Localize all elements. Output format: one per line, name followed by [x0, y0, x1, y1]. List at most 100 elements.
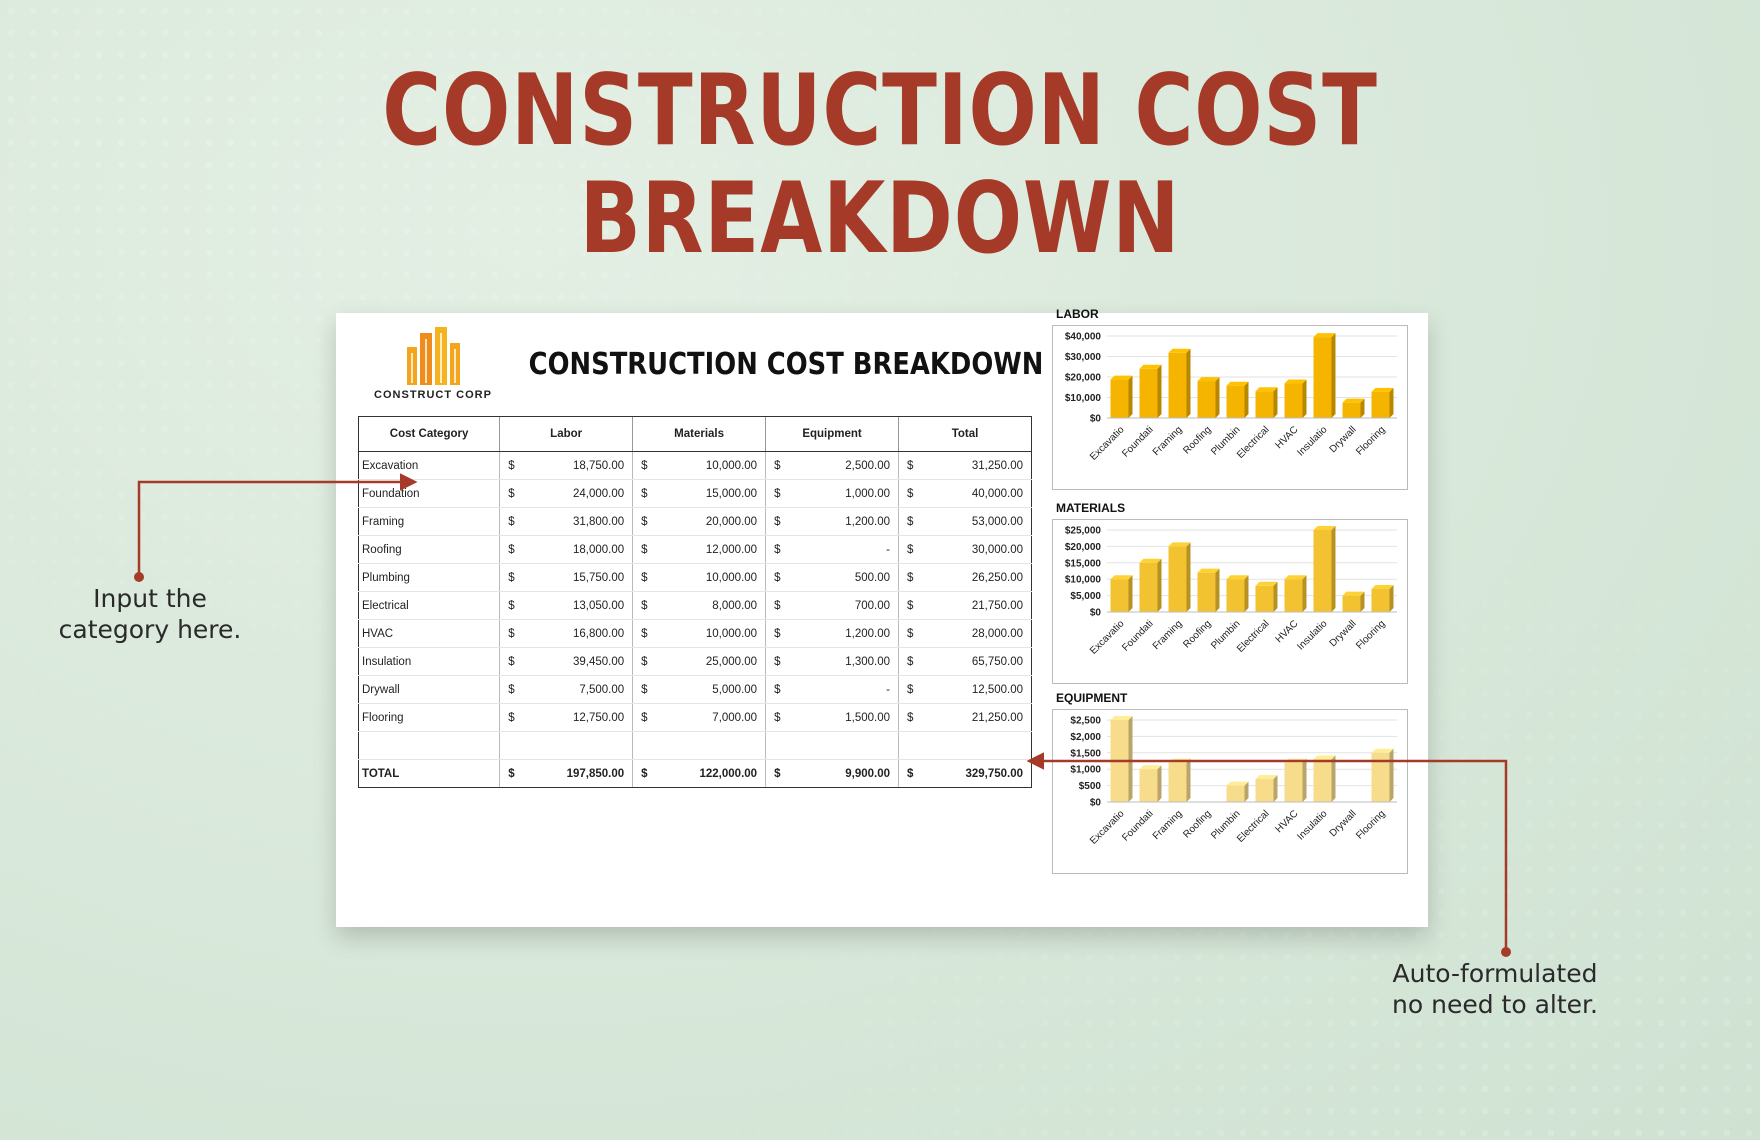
- materials-cell: 20,000.00: [653, 507, 766, 536]
- table-row: Plumbing $15,750.00 $10,000.00 $500.00 $26,2…: [357, 563, 1032, 592]
- materials-chart-block: MATERIALS $0 $5,000 $10,000 $15,000 $20,000 $…: [1052, 501, 1408, 684]
- table-row: Electrical $13,050.00 $8,000.00 $700.00 $21,…: [357, 591, 1032, 620]
- labor-cell: 7,500.00: [520, 675, 633, 704]
- currency-symbol: $: [765, 703, 787, 732]
- currency-symbol: $: [897, 451, 920, 480]
- currency-symbol: $: [897, 703, 920, 732]
- equipment-chart-block: EQUIPMENT $0 $500 $1,000 $1,500 $2,000 $2,500…: [1052, 691, 1408, 874]
- equipment-cell: 700.00: [786, 591, 899, 620]
- x-tick-label: HVAC: [1274, 808, 1301, 835]
- equipment-cell: 1,200.00: [786, 619, 899, 648]
- empty-cell: [520, 731, 633, 760]
- table-row: HVAC $16,800.00 $10,000.00 $1,200.00 $28,000…: [357, 619, 1032, 648]
- annotation-auto-formulated: Auto-formulated no need to alter.: [1370, 958, 1620, 1021]
- cost-category-cell: Excavation: [357, 451, 500, 480]
- materials-cell: 12,000.00: [653, 535, 766, 564]
- bar: [1284, 575, 1307, 612]
- x-tick-label: HVAC: [1274, 618, 1301, 645]
- bar: [1226, 781, 1249, 802]
- x-tick-label: Roofing: [1181, 424, 1213, 456]
- x-tick-label: Framing: [1151, 618, 1185, 652]
- x-tick-label: Excavatio: [1088, 808, 1127, 847]
- currency-symbol: $: [499, 647, 521, 676]
- cost-category-cell: Drywall: [357, 675, 500, 704]
- labor-cell: 24,000.00: [520, 479, 633, 508]
- currency-symbol: $: [499, 451, 521, 480]
- chart-title: EQUIPMENT: [1056, 691, 1128, 705]
- header-labor: Labor: [499, 416, 633, 452]
- header-materials: Materials: [632, 416, 766, 452]
- labor-chart-block: LABOR $0 $10,000 $20,000 $30,000 $40,000 Exca…: [1052, 307, 1408, 490]
- cost-category-cell: Foundation: [357, 479, 500, 508]
- equipment-cell: 1,200.00: [786, 507, 899, 536]
- bar: [1342, 398, 1365, 418]
- x-tick-label: Insulatio: [1295, 808, 1329, 842]
- x-tick-label: Insulatio: [1295, 618, 1329, 652]
- currency-symbol: $: [765, 675, 787, 704]
- equipment-cell: 1,500.00: [786, 703, 899, 732]
- equipment-cell: 1,000.00: [786, 479, 899, 508]
- cost-category-cell: Flooring: [357, 703, 500, 732]
- empty-cell: [786, 731, 899, 760]
- bar: [1110, 575, 1133, 612]
- x-tick-label: HVAC: [1274, 424, 1301, 451]
- y-tick-label: $2,500: [1070, 716, 1101, 727]
- cost-category-cell: Roofing: [357, 535, 500, 564]
- currency-symbol: $: [632, 619, 654, 648]
- bar: [1255, 775, 1278, 802]
- bar: [1110, 375, 1133, 418]
- bar: [1197, 568, 1220, 612]
- equipment-cell: 9,900.00: [786, 759, 899, 788]
- bar: [1342, 591, 1365, 612]
- bar: [1255, 387, 1278, 418]
- materials-cell: 8,000.00: [653, 591, 766, 620]
- bar: [1371, 387, 1394, 418]
- currency-symbol: $: [765, 759, 787, 788]
- labor-cell: 18,750.00: [520, 451, 633, 480]
- x-tick-label: Electrical: [1235, 808, 1271, 844]
- company-logo: CONSTRUCT CORP: [374, 325, 492, 405]
- total-cell: 12,500.00: [919, 675, 1032, 704]
- currency-symbol: $: [499, 479, 521, 508]
- x-tick-label: Foundati: [1120, 424, 1155, 459]
- bar: [1284, 379, 1307, 418]
- bar: [1168, 348, 1191, 418]
- x-tick-label: Roofing: [1181, 618, 1213, 650]
- equipment-cell: -: [786, 675, 899, 704]
- sheet-title: CONSTRUCTION COST BREAKDOWN: [528, 347, 1044, 382]
- y-tick-label: $25,000: [1065, 526, 1102, 537]
- chart-title: MATERIALS: [1056, 501, 1126, 515]
- cost-category-cell: Insulation: [357, 647, 500, 676]
- total-cell: 329,750.00: [919, 759, 1032, 788]
- currency-symbol: $: [897, 479, 920, 508]
- y-tick-label: $0: [1090, 414, 1102, 425]
- labor-chart: $0$10,000$20,000$30,000$40,000ExcavatioF…: [1065, 332, 1397, 463]
- annotation-input-category: Input the category here.: [30, 583, 270, 646]
- materials-cell: 10,000.00: [653, 619, 766, 648]
- labor-cell: 16,800.00: [520, 619, 633, 648]
- currency-symbol: $: [765, 451, 787, 480]
- bar: [1371, 585, 1394, 612]
- materials-cell: 25,000.00: [653, 647, 766, 676]
- logo-text: CONSTRUCT CORP: [374, 389, 492, 401]
- total-cell: 53,000.00: [919, 507, 1032, 536]
- x-tick-label: Framing: [1151, 424, 1185, 458]
- bar: [1168, 542, 1191, 612]
- annotation-line: Input the: [93, 584, 207, 613]
- cost-category-cell: TOTAL: [357, 759, 500, 788]
- total-cell: 21,250.00: [919, 703, 1032, 732]
- empty-cell: [632, 731, 654, 760]
- y-tick-label: $30,000: [1065, 352, 1102, 363]
- currency-symbol: $: [632, 535, 654, 564]
- labor-cell: 197,850.00: [520, 759, 633, 788]
- x-tick-label: Flooring: [1354, 808, 1387, 841]
- materials-cell: 15,000.00: [653, 479, 766, 508]
- currency-symbol: $: [632, 647, 654, 676]
- table-row: TOTAL $197,850.00 $122,000.00 $9,900.00 $329…: [357, 759, 1032, 788]
- equipment-cell: 2,500.00: [786, 451, 899, 480]
- currency-symbol: $: [897, 619, 920, 648]
- y-tick-label: $10,000: [1065, 575, 1102, 586]
- y-tick-label: $20,000: [1065, 373, 1102, 384]
- materials-cell: 7,000.00: [653, 703, 766, 732]
- table-header-row: Cost Category Labor Materials Equipment …: [357, 416, 1032, 452]
